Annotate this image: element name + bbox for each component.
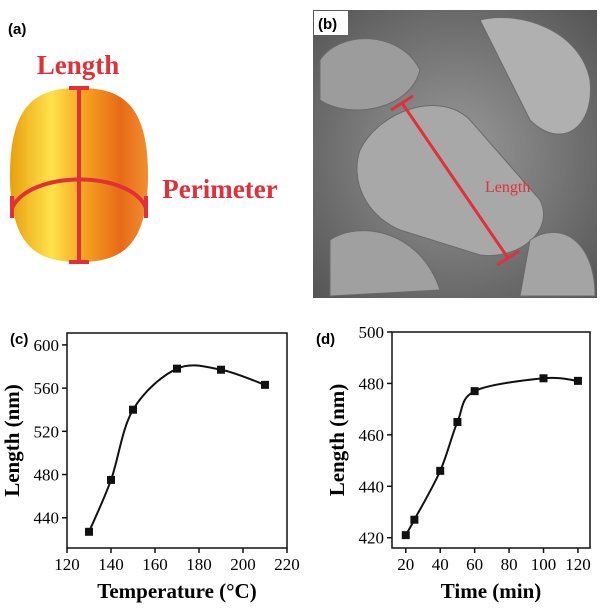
y-tick-label: 480 bbox=[34, 466, 60, 485]
data-point bbox=[107, 476, 115, 484]
x-tick-label: 80 bbox=[501, 555, 518, 574]
x-tick-label: 200 bbox=[230, 555, 256, 574]
panel-label: (b) bbox=[318, 16, 337, 33]
plot-frame bbox=[392, 332, 590, 548]
x-tick-label: 140 bbox=[98, 555, 124, 574]
y-tick-label: 460 bbox=[359, 426, 385, 445]
perimeter-label: Perimeter bbox=[162, 174, 277, 204]
y-tick-label: 520 bbox=[34, 422, 60, 441]
data-line bbox=[406, 378, 578, 535]
data-point bbox=[402, 531, 410, 539]
figure: (a) Length Perimeter (b) Length 120 140 16… bbox=[0, 0, 601, 608]
y-tick-label: 560 bbox=[34, 379, 60, 398]
data-point bbox=[453, 418, 461, 426]
data-point bbox=[129, 406, 137, 414]
data-line bbox=[89, 365, 265, 531]
x-tick-label: 120 bbox=[54, 555, 80, 574]
panel-label: (c) bbox=[10, 331, 28, 348]
data-point bbox=[173, 365, 181, 373]
panel-label: (d) bbox=[316, 331, 335, 348]
y-tick-label: 600 bbox=[34, 336, 60, 355]
x-tick-label: 40 bbox=[432, 555, 449, 574]
x-tick-label: 100 bbox=[531, 555, 557, 574]
data-point bbox=[471, 387, 479, 395]
y-tick-label: 480 bbox=[359, 374, 385, 393]
y-tick-label: 420 bbox=[359, 529, 385, 548]
x-tick-label: 180 bbox=[186, 555, 212, 574]
x-tick-label: 20 bbox=[397, 555, 414, 574]
y-tick-label: 440 bbox=[34, 509, 60, 528]
x-tick-label: 60 bbox=[466, 555, 483, 574]
data-point bbox=[436, 467, 444, 475]
data-point bbox=[410, 516, 418, 524]
data-point bbox=[574, 377, 582, 385]
x-tick-label: 220 bbox=[274, 555, 300, 574]
y-axis-label: Length (nm) bbox=[325, 384, 349, 497]
x-axis-label: Time (min) bbox=[441, 579, 542, 603]
panel-label: (a) bbox=[8, 21, 26, 38]
y-axis-label: Length (nm) bbox=[0, 384, 24, 497]
y-tick-label: 500 bbox=[359, 323, 385, 342]
length-label: Length bbox=[37, 50, 120, 80]
y-tick-label: 440 bbox=[359, 477, 385, 496]
data-point bbox=[261, 381, 269, 389]
x-tick-label: 160 bbox=[142, 555, 168, 574]
x-axis-label: Temperature (°C) bbox=[97, 579, 256, 603]
x-tick-label: 120 bbox=[565, 555, 591, 574]
data-point bbox=[217, 366, 225, 374]
data-point bbox=[85, 528, 93, 536]
data-point bbox=[540, 374, 548, 382]
length-label: Length bbox=[485, 179, 530, 196]
